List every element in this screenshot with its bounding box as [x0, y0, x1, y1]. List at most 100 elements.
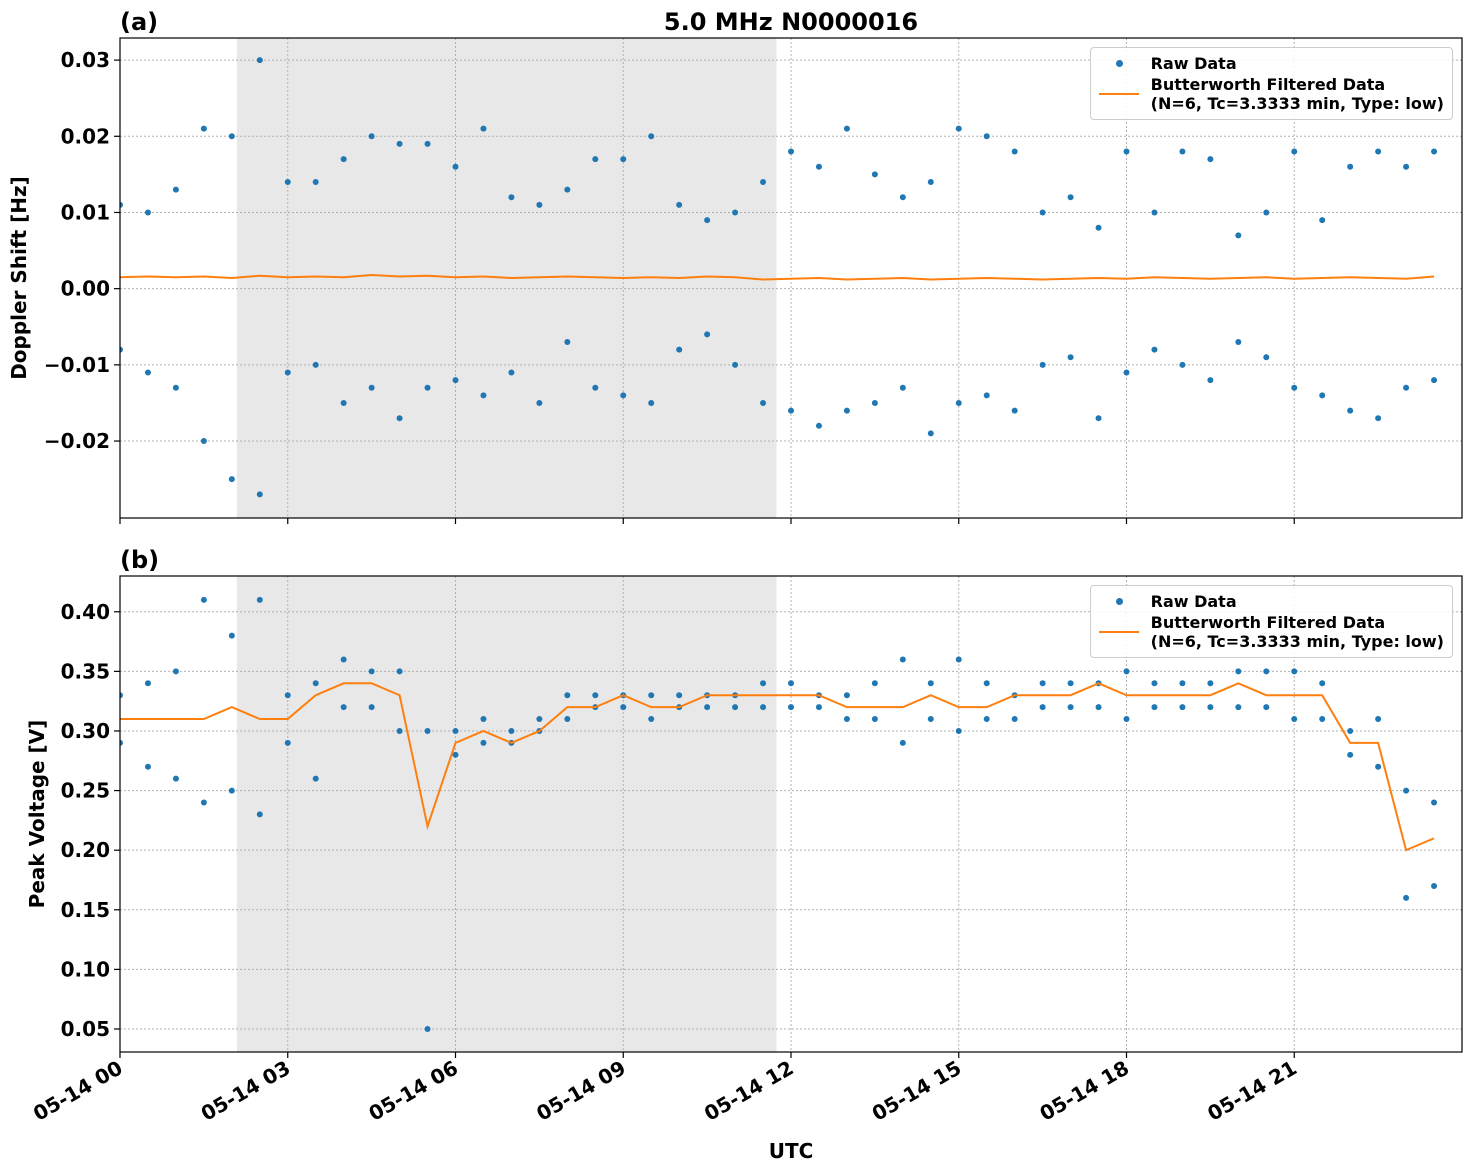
panel-label: (b) — [120, 546, 159, 574]
y-tick-label: 0.03 — [61, 48, 110, 72]
filtered-line — [120, 273, 1435, 281]
raw-point — [312, 179, 319, 185]
raw-point — [983, 716, 990, 723]
raw-point — [1039, 704, 1046, 711]
raw-point — [899, 656, 906, 663]
x-tick-label: 05-14 15 — [868, 1056, 966, 1126]
raw-point — [200, 125, 207, 132]
raw-point — [1291, 668, 1298, 675]
raw-point — [1095, 415, 1102, 422]
raw-point — [144, 680, 151, 687]
raw-point — [368, 384, 375, 391]
raw-point — [1039, 680, 1046, 687]
raw-point — [1319, 716, 1326, 723]
raw-point — [396, 415, 403, 422]
raw-point — [172, 668, 179, 675]
raw-point — [172, 775, 179, 782]
raw-point — [1095, 704, 1102, 711]
raw-point — [1347, 407, 1354, 414]
y-tick-label: 0.10 — [61, 957, 110, 981]
raw-point — [340, 399, 347, 406]
raw-point — [144, 209, 151, 216]
raw-point — [871, 399, 878, 406]
raw-point — [1123, 148, 1130, 155]
raw-point — [424, 1025, 431, 1032]
raw-point — [1039, 361, 1046, 368]
raw-point — [368, 704, 375, 711]
x-tick-label: 05-14 09 — [532, 1056, 630, 1126]
raw-point — [200, 438, 207, 445]
legend-key — [1099, 592, 1139, 610]
raw-point — [312, 361, 319, 368]
raw-point — [648, 692, 655, 699]
raw-point — [1263, 704, 1270, 711]
legend-entry: Butterworth Filtered Data (N=6, Tc=3.333… — [1098, 75, 1444, 113]
raw-point — [927, 179, 934, 185]
raw-point — [1011, 148, 1018, 155]
raw-point — [200, 799, 207, 806]
raw-point — [564, 339, 571, 345]
y-tick-label: 0.05 — [61, 1017, 110, 1041]
raw-point — [228, 133, 235, 140]
raw-point — [480, 739, 487, 746]
raw-point — [1235, 232, 1242, 239]
raw-point — [676, 692, 683, 699]
raw-point — [228, 476, 235, 483]
raw-point — [704, 704, 711, 711]
raw-point — [1179, 361, 1186, 368]
raw-point — [452, 163, 459, 170]
raw-point — [955, 727, 962, 734]
raw-point — [1431, 882, 1438, 889]
raw-point — [480, 392, 487, 399]
legend-entry: Raw Data — [1099, 592, 1444, 611]
legend-label: Raw Data — [1150, 592, 1237, 611]
raw-point — [788, 704, 794, 711]
raw-point — [592, 156, 599, 163]
raw-point — [843, 716, 850, 723]
raw-point — [927, 680, 934, 687]
legend-swatch — [1115, 60, 1123, 67]
legend-entry: Raw Data — [1099, 54, 1444, 73]
raw-point — [899, 384, 906, 391]
y-tick-label: 0.15 — [61, 898, 110, 922]
legend-label: Raw Data — [1150, 54, 1237, 73]
x-tick-label: 05-14 18 — [1035, 1056, 1133, 1126]
raw-point — [256, 57, 263, 64]
y-tick-label: 0.35 — [61, 659, 110, 683]
raw-point — [508, 194, 515, 201]
raw-point — [732, 704, 739, 711]
raw-point — [1263, 209, 1270, 216]
raw-point — [120, 739, 123, 746]
raw-point — [732, 361, 739, 368]
chart-title: 5.0 MHz N0000016 — [664, 8, 918, 36]
raw-point — [452, 727, 459, 734]
raw-point — [1403, 384, 1410, 391]
raw-point — [284, 179, 291, 185]
raw-point — [480, 716, 487, 723]
y-axis-label: Peak Voltage [V] — [25, 720, 49, 909]
raw-point — [927, 430, 934, 437]
legend-key — [1098, 75, 1139, 95]
raw-point — [760, 179, 767, 185]
raw-point — [396, 140, 403, 147]
raw-point — [340, 156, 347, 163]
y-tick-label: 0.30 — [61, 719, 110, 743]
raw-point — [1067, 354, 1074, 361]
raw-point — [1431, 148, 1438, 155]
plot-area — [120, 57, 1438, 498]
raw-point — [843, 692, 850, 699]
raw-point — [508, 369, 515, 376]
raw-point — [172, 384, 179, 391]
raw-point — [452, 377, 459, 384]
raw-point — [1347, 751, 1354, 758]
raw-point — [312, 775, 319, 782]
raw-point — [1375, 716, 1382, 723]
raw-point — [1375, 415, 1382, 422]
raw-point — [1291, 384, 1298, 391]
filtered-line — [120, 682, 1435, 852]
raw-point — [256, 811, 263, 818]
raw-point — [1263, 668, 1270, 675]
y-tick-label: −0.02 — [44, 429, 110, 453]
raw-point — [284, 739, 291, 746]
raw-point — [955, 656, 962, 663]
